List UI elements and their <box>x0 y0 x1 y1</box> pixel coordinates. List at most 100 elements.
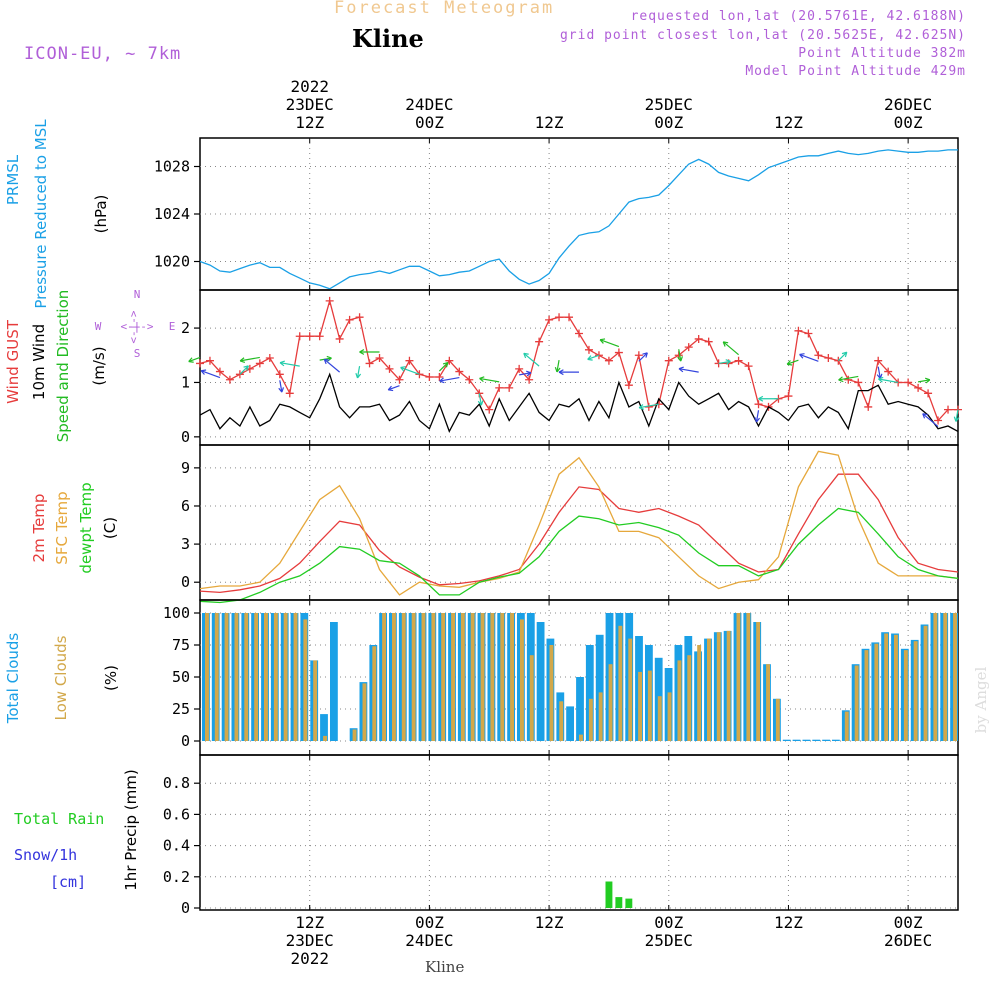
wind-direction-arrow <box>837 351 848 362</box>
low-clouds-bar <box>844 711 849 741</box>
low-clouds-bar <box>923 625 928 741</box>
gust-marker <box>794 326 803 335</box>
y-tick-label: 6 <box>181 497 190 515</box>
low-clouds-bar <box>618 625 623 741</box>
gust-marker <box>864 402 873 411</box>
gust-marker <box>525 375 534 384</box>
gust-marker <box>664 356 673 365</box>
compass-west: W <box>95 320 102 333</box>
precip-legend-unit: [cm] <box>50 873 86 891</box>
rain-bar <box>625 898 633 908</box>
wind-direction-arrowhead <box>239 357 246 364</box>
wind-direction-arrow <box>519 372 532 376</box>
wind-direction-arrow <box>556 360 560 373</box>
bottom-time-label: 12Z <box>774 913 803 932</box>
total-clouds-bar <box>576 677 584 741</box>
bottom-time-label: 12Z <box>295 913 324 932</box>
bottom-time-label: 2022 <box>290 949 329 968</box>
gust-marker <box>844 375 853 384</box>
gust-marker <box>914 383 923 392</box>
wind-direction-arrow <box>188 356 201 363</box>
total-clouds-bar <box>822 739 830 741</box>
wind-direction-label: Speed and Direction <box>54 290 72 443</box>
low-clouds-bar <box>244 613 249 741</box>
gust-marker <box>854 378 863 387</box>
low-clouds-bar <box>392 613 396 741</box>
gust-marker <box>355 313 364 322</box>
temp-sfc-series-line <box>199 450 959 596</box>
low-clouds-bar <box>224 613 229 741</box>
gust-marker <box>804 329 813 338</box>
gust-marker <box>405 356 414 365</box>
footer-location: Kline <box>425 958 465 976</box>
wind-direction-arrowhead <box>442 361 449 368</box>
wind-direction-arrowhead <box>722 341 729 347</box>
wind-direction-arrow <box>678 349 682 362</box>
wind-direction-arrow <box>587 354 600 360</box>
low-clouds-bar <box>638 671 642 741</box>
low-clouds-bar <box>716 632 721 741</box>
wind-direction-arrow <box>877 366 881 379</box>
gust-marker <box>485 405 494 414</box>
pressure-label-prmsl: PRMSL <box>4 154 22 205</box>
wind-direction-arrowhead <box>323 358 330 365</box>
rain-bar <box>605 881 613 908</box>
low-clouds-bar <box>510 613 514 741</box>
wind-direction-arrowhead <box>922 413 928 419</box>
gust-marker <box>694 334 703 343</box>
wind-direction-arrow <box>838 375 859 381</box>
wind-direction-arrow <box>786 359 799 365</box>
precip-legend-snow: Snow/1h <box>14 846 77 864</box>
low-clouds-bar <box>214 613 219 741</box>
compass-arrows-horizontal: <-|-> <box>120 320 153 333</box>
gust-marker <box>634 351 643 360</box>
wind-direction-arrowhead <box>554 367 561 373</box>
gust-marker <box>624 381 633 390</box>
bottom-time-label: 25DEC <box>645 931 693 950</box>
temp-2m-series-line <box>199 473 959 594</box>
wind-direction-arrow <box>279 362 300 367</box>
wind-direction-arrowhead <box>188 357 194 363</box>
top-time-label: 00Z <box>654 113 683 132</box>
gust-marker <box>495 383 504 392</box>
wind-direction-arrowhead <box>642 352 648 358</box>
wind-direction-arrow <box>387 385 400 391</box>
low-clouds-bar <box>303 619 308 741</box>
low-clouds-bar <box>254 613 259 741</box>
low-clouds-bar <box>293 613 298 741</box>
gust-marker <box>315 332 324 341</box>
wind-direction-arrowhead <box>523 352 529 359</box>
total-clouds-bar <box>832 739 840 741</box>
low-clouds-bar <box>470 613 475 741</box>
temp-unit-label: (C) <box>101 517 119 539</box>
wind-direction-arrowhead <box>725 359 731 365</box>
gust-marker <box>704 337 713 346</box>
low-clouds-bar <box>746 613 751 741</box>
wind-direction-arrowhead <box>799 353 805 359</box>
gust-marker <box>744 362 753 371</box>
wind-direction-arrow <box>479 377 500 383</box>
gust-marker <box>505 383 514 392</box>
low-clouds-bar <box>726 630 731 741</box>
gust-marker <box>934 416 943 425</box>
top-time-label: 00Z <box>894 113 923 132</box>
y-tick-label: 1028 <box>154 158 190 176</box>
low-clouds-bar <box>913 641 918 741</box>
temp-panel: 0 3 6 9 <box>181 444 959 604</box>
gust-marker <box>325 296 334 305</box>
low-clouds-bar <box>864 650 869 741</box>
wind-direction-arrow <box>523 352 540 367</box>
wind-direction-arrow <box>955 409 959 422</box>
gust-marker <box>215 367 224 376</box>
wind-direction-arrowhead <box>479 376 485 383</box>
total-clouds-bar <box>782 739 791 741</box>
gust-marker <box>285 389 294 398</box>
low-clouds-bar <box>480 613 485 741</box>
y-tick-label: 50 <box>172 668 190 686</box>
top-time-label: 12Z <box>535 113 564 132</box>
total-clouds-bar <box>566 706 574 741</box>
low-clouds-bar <box>520 619 524 741</box>
wind-direction-arrow <box>239 365 249 375</box>
y-tick-label: 75 <box>172 636 190 654</box>
